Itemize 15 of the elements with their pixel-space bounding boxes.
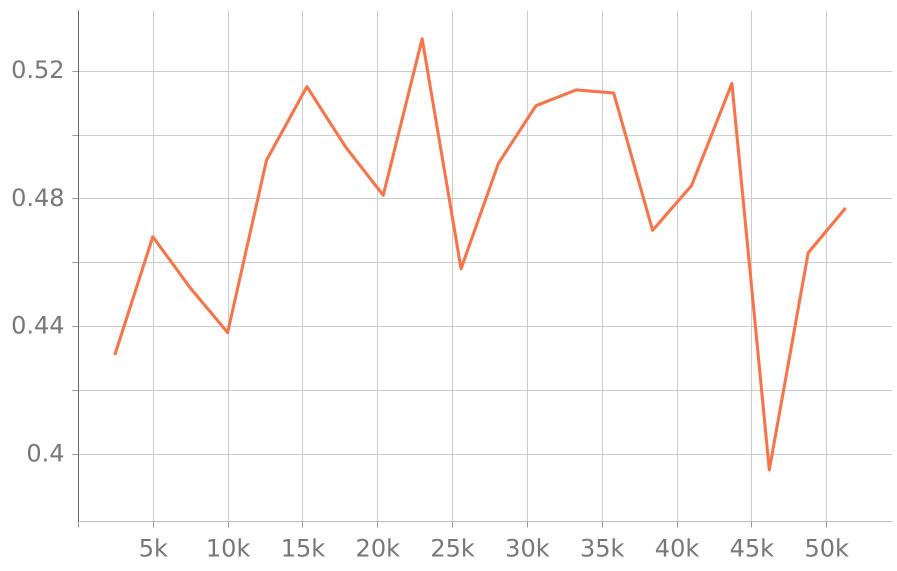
y-tick-label: 0.48: [11, 184, 64, 212]
y-tick-label: 0.4: [26, 439, 64, 468]
y-tick-label: 0.52: [11, 56, 64, 84]
x-tick-label: 40k: [654, 534, 700, 562]
x-tick-label: 30k: [505, 534, 550, 562]
x-tick-label: 35k: [580, 534, 625, 562]
y-tick-label: 0.44: [11, 312, 64, 340]
x-tick-label: 25k: [430, 534, 475, 562]
x-tick-label: 10k: [206, 534, 250, 562]
x-tick-label: 45k: [730, 534, 774, 562]
x-tick-label: 20k: [356, 534, 400, 562]
line-series: [113, 37, 848, 472]
x-tick-label: 5k: [138, 534, 168, 562]
x-tick-label: 15k: [280, 534, 326, 562]
x-tick-label: 50k: [804, 534, 849, 562]
